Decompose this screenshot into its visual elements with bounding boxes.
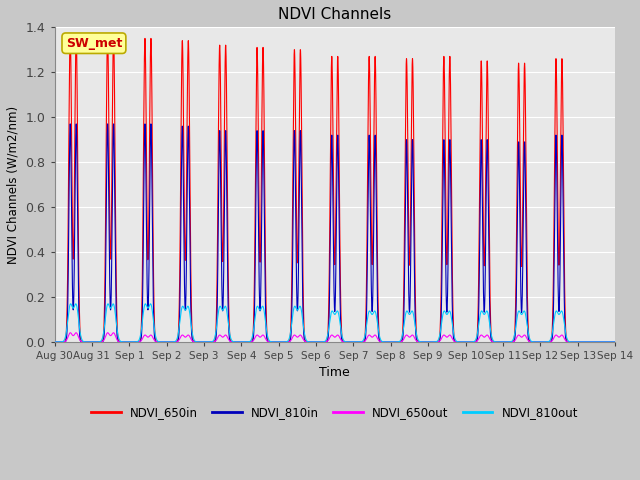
Title: NDVI Channels: NDVI Channels xyxy=(278,7,392,22)
Legend: NDVI_650in, NDVI_810in, NDVI_650out, NDVI_810out: NDVI_650in, NDVI_810in, NDVI_650out, NDV… xyxy=(86,402,583,424)
X-axis label: Time: Time xyxy=(319,366,350,380)
Y-axis label: NDVI Channels (W/m2/nm): NDVI Channels (W/m2/nm) xyxy=(7,106,20,264)
Text: SW_met: SW_met xyxy=(66,36,122,50)
